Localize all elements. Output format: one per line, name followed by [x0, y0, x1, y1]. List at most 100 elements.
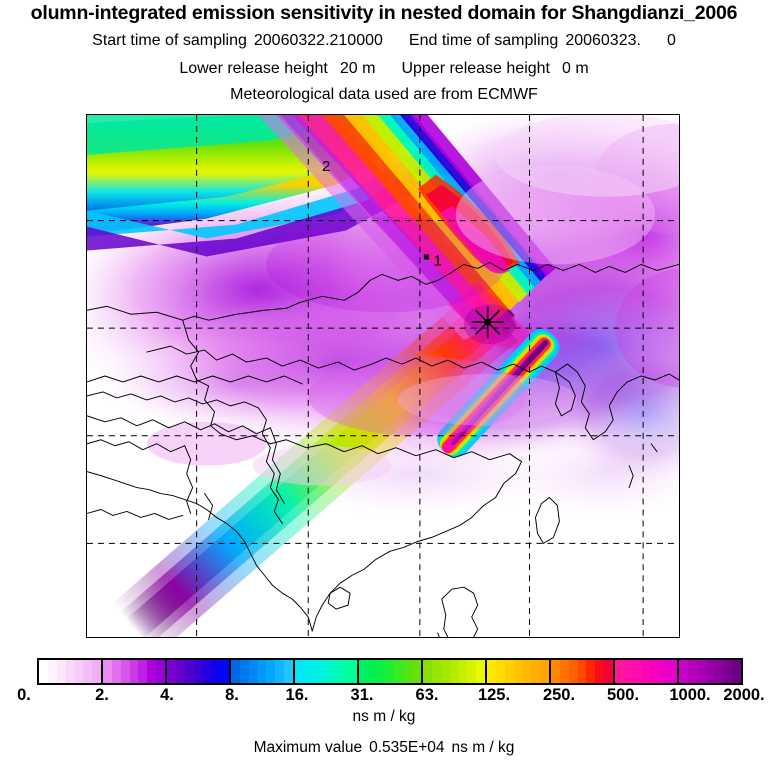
colorbar[interactable]	[37, 658, 743, 685]
colorbar-swatch	[156, 660, 166, 683]
maximum-value-line: Maximum value 0.535E+04 ns m / kg	[0, 739, 768, 757]
colorbar-tick-63: 63.	[415, 686, 439, 704]
upper-release-height-value: 0 m	[562, 60, 589, 77]
colorbar-swatch	[423, 660, 432, 683]
colorbar-tick-125: 125.	[477, 686, 511, 704]
colorbar-swatch	[376, 660, 386, 683]
start-time-label: Start time of sampling	[92, 32, 247, 49]
colorbar-swatch	[641, 660, 651, 683]
colorbar-swatch	[39, 660, 48, 683]
colorbar-unit-label: ns m / kg	[352, 708, 416, 725]
colorbar-swatch	[348, 660, 358, 683]
colorbar-swatch	[83, 660, 93, 683]
colorbar-swatch	[103, 660, 112, 683]
end-time-value: 20060323.	[565, 32, 641, 49]
contour-label-2: 2	[322, 158, 330, 175]
lower-release-height-label: Lower release height	[179, 60, 328, 77]
maximum-value-unit: ns m / kg	[451, 739, 515, 756]
colorbar-swatch	[687, 660, 697, 683]
colorbar-swatch	[202, 660, 212, 683]
colorbar-band-1	[101, 660, 166, 683]
colorbar-swatch	[339, 660, 349, 683]
colorbar-swatch	[220, 660, 230, 683]
colorbar-swatch	[312, 660, 322, 683]
colorbar-swatch	[604, 660, 614, 683]
colorbar-swatch	[577, 660, 587, 683]
colorbar-swatch	[659, 660, 669, 683]
colorbar-swatch	[458, 660, 468, 683]
colorbar-band-8	[549, 660, 614, 683]
colorbar-swatch	[257, 660, 267, 683]
colorbar-tick-500: 500.	[606, 686, 640, 704]
release-site-star[interactable]	[471, 306, 504, 339]
colorbar-swatch	[147, 660, 157, 683]
colorbar-swatch	[56, 660, 66, 683]
colorbar-swatch	[679, 660, 688, 683]
colorbar-swatch	[129, 660, 139, 683]
colorbar-swatch	[295, 660, 304, 683]
colorbar-swatch	[495, 660, 505, 683]
colorbar-tick-1000: 1000.	[669, 686, 711, 704]
start-time-value: 20060322.210000	[253, 32, 383, 49]
colorbar-tick-250: 250.	[542, 686, 576, 704]
colorbar-swatch	[431, 660, 441, 683]
colorbar-swatch	[696, 660, 706, 683]
colorbar-swatch	[120, 660, 130, 683]
colorbar-swatch	[92, 660, 102, 683]
page-title: olumn-integrated emission sensitivity in…	[30, 2, 738, 24]
colorbar-swatch	[231, 660, 240, 683]
colorbar-tick-labels: 0. 2. 4. 8. 16. 31. 63. 125. 250. 500. 1000. 2000.	[0, 686, 768, 706]
colorbar-swatch	[211, 660, 221, 683]
colorbar-tick-31: 31.	[350, 686, 374, 704]
colorbar-swatch	[175, 660, 185, 683]
release-height-line: Lower release height 20 m Upper release he…	[0, 60, 768, 78]
colorbar-swatch	[184, 660, 194, 683]
colorbar-swatch	[540, 660, 550, 683]
colorbar-tick-4: 4.	[160, 686, 174, 704]
colorbar-swatch	[403, 660, 413, 683]
colorbar-swatch	[284, 660, 294, 683]
colorbar-swatch	[586, 660, 596, 683]
colorbar-swatch	[714, 660, 724, 683]
colorbar-swatch	[138, 660, 148, 683]
colorbar-swatch	[559, 660, 569, 683]
colorbar-swatch	[303, 660, 313, 683]
map-plot-area[interactable]: 2 1	[86, 114, 680, 638]
colorbar-tick-16: 16.	[285, 686, 309, 704]
colorbar-band-10	[677, 660, 742, 683]
colorbar-tick-0: 0.	[17, 686, 31, 704]
maximum-value-number: 0.535E+04	[369, 739, 445, 756]
colorbar-swatch	[476, 660, 486, 683]
colorbar-swatch	[193, 660, 203, 683]
end-time-value-suffix: 0	[666, 32, 676, 49]
colorbar-swatch	[467, 660, 477, 683]
sampling-time-line: Start time of sampling 20060322.210000 End…	[0, 32, 768, 50]
colorbar-swatch	[74, 660, 84, 683]
end-time-label: End time of sampling	[408, 32, 559, 49]
colorbar-swatch	[248, 660, 258, 683]
colorbar-band-9	[613, 660, 678, 683]
colorbar-swatch	[487, 660, 496, 683]
colorbar-swatch	[321, 660, 331, 683]
coastline-overlay	[87, 261, 679, 637]
colorbar-swatch	[167, 660, 176, 683]
colorbar-swatch	[668, 660, 678, 683]
colorbar-swatch	[623, 660, 633, 683]
colorbar-band-7	[485, 660, 550, 683]
colorbar-tick-2: 2.	[95, 686, 109, 704]
colorbar-swatch	[275, 660, 285, 683]
colorbar-swatch	[705, 660, 715, 683]
colorbar-band-4	[293, 660, 358, 683]
colorbar-swatch	[531, 660, 541, 683]
colorbar-swatch	[266, 660, 276, 683]
colorbar-swatch	[504, 660, 514, 683]
colorbar-swatch	[732, 660, 742, 683]
plume-field	[87, 115, 679, 637]
colorbar-swatch	[632, 660, 642, 683]
colorbar-band-0	[39, 660, 102, 683]
colorbar-swatch	[595, 660, 605, 683]
colorbar-band-6	[421, 660, 486, 683]
colorbar-swatch	[394, 660, 404, 683]
colorbar-band-3	[229, 660, 294, 683]
